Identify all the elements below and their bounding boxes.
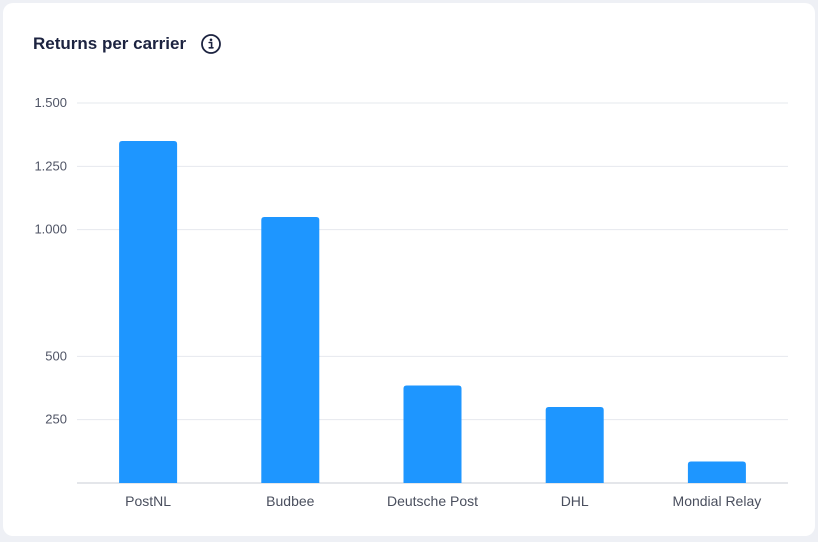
- x-axis-labels: PostNL Budbee Deutsche Post DHL Mondial Rela…: [125, 493, 761, 509]
- x-tick-label: Deutsche Post: [387, 493, 478, 509]
- bar-chart: 250 500 1.000 1.250 1.500 PostNL Budbee Deutsc…: [34, 95, 788, 509]
- bar-budbee[interactable]: [261, 217, 320, 483]
- card-header: Returns per carrier: [33, 33, 222, 55]
- chart-title: Returns per carrier: [33, 34, 187, 53]
- bar-dhl[interactable]: [545, 407, 604, 483]
- y-tick-label: 1.500: [34, 95, 67, 110]
- bar-mondial-relay[interactable]: [687, 461, 746, 483]
- grid-lines: [77, 102, 788, 484]
- info-icon[interactable]: [200, 33, 222, 55]
- x-tick-label: Budbee: [266, 493, 314, 509]
- x-tick-label: Mondial Relay: [673, 493, 762, 509]
- x-tick-label: DHL: [561, 493, 589, 509]
- y-tick-label: 1.000: [34, 222, 67, 237]
- y-tick-label: 250: [45, 412, 67, 427]
- chart-card: 250 500 1.000 1.250 1.500 PostNL Budbee Deutsc…: [3, 3, 815, 536]
- bar-deutsche-post[interactable]: [403, 385, 462, 483]
- bar-postnl[interactable]: [119, 141, 178, 483]
- y-tick-label: 1.250: [34, 158, 67, 173]
- y-tick-label: 500: [45, 348, 67, 363]
- bars: [119, 141, 746, 483]
- x-tick-label: PostNL: [125, 493, 171, 509]
- y-axis-ticks: 250 500 1.000 1.250 1.500: [34, 95, 67, 427]
